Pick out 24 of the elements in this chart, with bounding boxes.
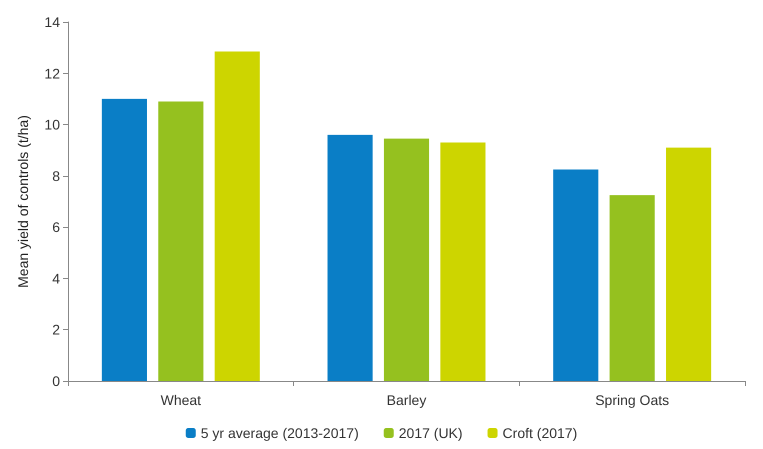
legend-label: Croft (2017) — [502, 425, 578, 441]
y-tick-label: 4 — [52, 270, 60, 286]
bar — [102, 98, 147, 381]
bar — [440, 142, 486, 381]
y-tick-label: 2 — [52, 322, 60, 338]
y-tick-label: 8 — [52, 168, 60, 184]
y-tick-label: 0 — [52, 373, 60, 389]
bar — [158, 101, 204, 381]
y-tick-label: 14 — [44, 14, 60, 30]
bar — [214, 51, 260, 381]
bar — [553, 169, 598, 381]
bar — [384, 138, 430, 381]
x-tick-label: Wheat — [160, 392, 202, 408]
bar — [610, 195, 655, 381]
legend-label: 2017 (UK) — [398, 425, 463, 441]
y-axis-title: Mean yield of controls (t/ha) — [15, 115, 31, 288]
y-tick-label: 10 — [44, 116, 60, 133]
x-tick-label: Spring Oats — [595, 392, 670, 408]
legend-label: 5 yr average (2013-2017) — [200, 425, 359, 441]
y-tick-label: 12 — [44, 65, 60, 82]
bar — [666, 148, 712, 381]
bar — [328, 134, 373, 381]
y-tick-label: 6 — [52, 219, 60, 236]
x-tick-label: Barley — [386, 392, 426, 408]
